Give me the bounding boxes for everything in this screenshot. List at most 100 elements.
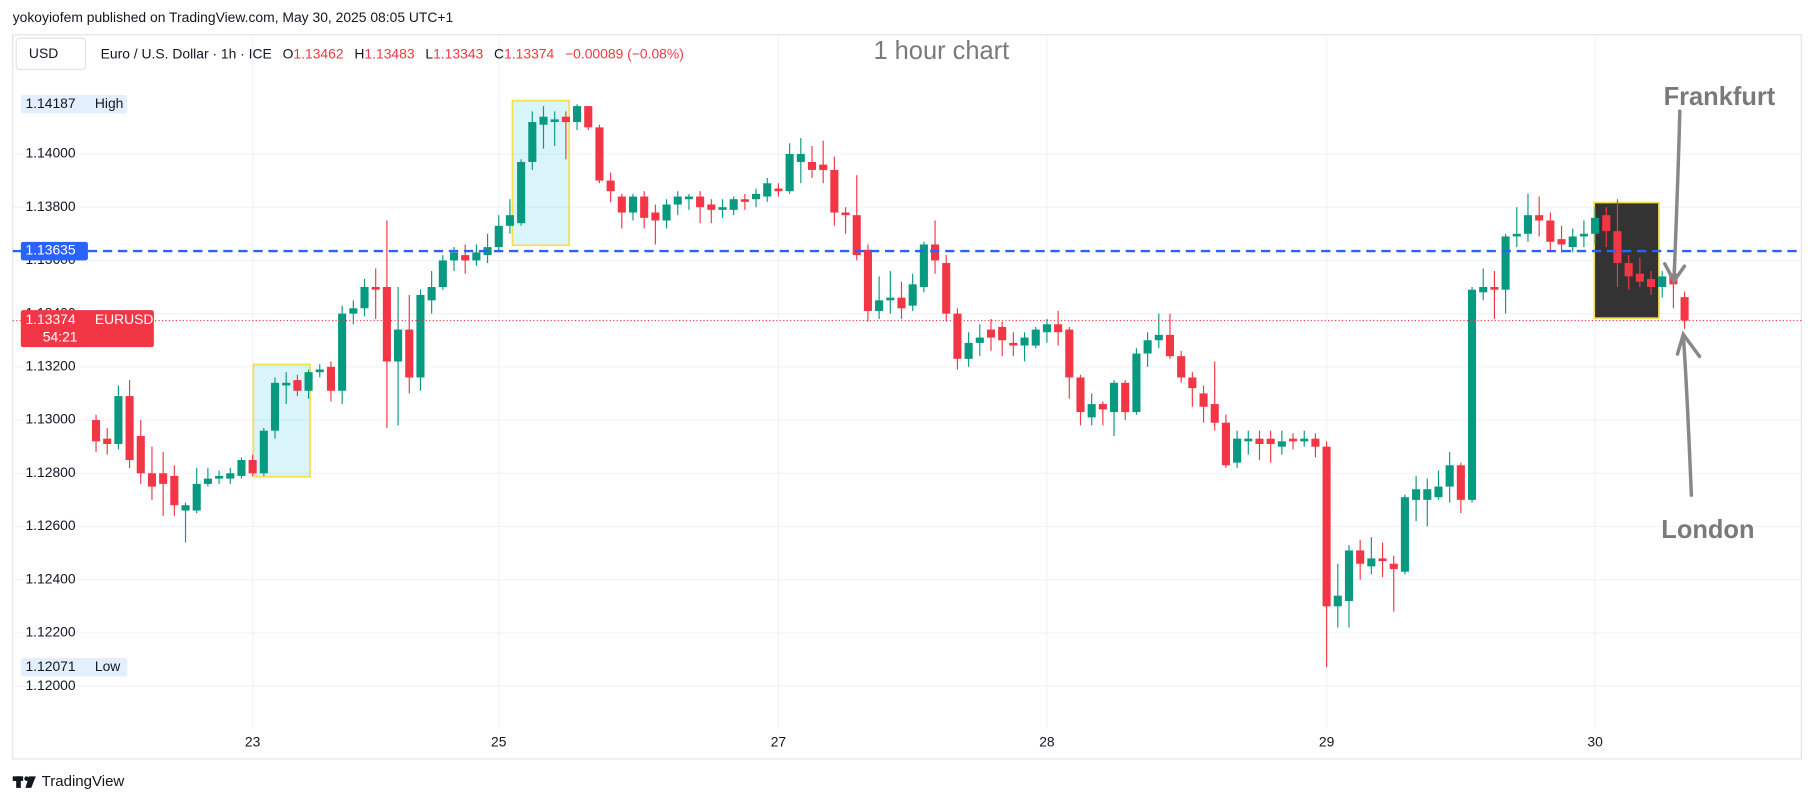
candle-body [226,473,235,479]
candle-body [1154,334,1163,341]
candle-body [752,193,761,200]
arrow-frankfurt [1663,109,1687,285]
candle-body [1412,489,1421,500]
ohlc-value: 1.13483 [364,45,414,61]
candle-body [1512,233,1521,237]
candle-body [1333,595,1342,607]
candle-body [919,244,928,288]
annotation-london: London [1661,516,1754,544]
candle-body [774,188,783,192]
candle-body [1591,217,1600,234]
candle-body [1188,377,1197,389]
candle-body [1579,233,1588,237]
candle-body [740,199,749,202]
candle-body [617,196,626,213]
candle-body [640,196,649,218]
y-tick-label: 1.12800 [25,464,75,480]
y-tick-label: 1.12000 [25,677,75,693]
candle-body [707,204,716,210]
logo-part [16,776,21,788]
candle-body [1658,276,1667,288]
ohlc-label: O [283,45,294,61]
candle-body [964,342,973,359]
candle-body [1322,446,1331,607]
y-tick-label: 1.12600 [25,517,75,533]
candle-body [1277,441,1286,447]
candle-body [293,380,302,391]
candle-body [181,505,190,511]
candle-body [852,215,861,256]
candle-body [796,153,805,162]
candle-body [203,478,212,484]
candle-body [1098,404,1107,410]
candle-body [1568,236,1577,248]
candle-body [1009,342,1018,346]
currency: USD [29,45,58,61]
candle-body [1400,497,1409,572]
candle-body [259,430,268,474]
candle-body [1311,438,1320,447]
candle-body [1490,287,1499,290]
x-tick-label: 25 [491,733,507,749]
candle-body [1624,263,1633,277]
candle-body [360,287,369,309]
candle-body [595,127,604,181]
arrow-london [1675,330,1702,497]
candle-body [147,473,157,487]
ohlc-label: C [494,45,504,61]
candle-body [1042,324,1051,333]
y-tick-label: 1.13800 [25,198,75,214]
candle-body [1121,382,1130,413]
candle-body [1020,337,1029,346]
candle-body [472,252,481,261]
candle-body [438,260,447,288]
candle-body [1602,215,1611,232]
candle-body [382,287,391,362]
candle-body [371,287,380,290]
candle-body [908,284,917,306]
currency-button[interactable] [15,37,87,71]
ohlc-label: H [354,45,364,61]
candle-body [1467,289,1477,500]
y-tick-label: 1.12400 [25,570,75,586]
candle-body [863,249,872,311]
candle-body [1646,279,1656,288]
candle-body [1344,550,1354,601]
x-tick-label: 30 [1587,733,1603,749]
candle-body [1031,329,1040,346]
candle-body [897,297,906,309]
candle-body [830,169,839,213]
candle-body [1255,438,1264,444]
candle-body [1523,215,1533,234]
author-line: yokoyiofem published on TradingView.com,… [13,9,454,25]
candle-body [349,308,358,314]
candle-body [819,164,828,170]
high-marker-tag [20,94,128,114]
candle-body [998,326,1007,341]
candle-body [528,122,537,162]
candle-body [718,207,727,210]
candle-body [1423,489,1432,500]
candle-body [1143,340,1152,354]
candle-body [1501,236,1510,290]
candle-body [282,382,291,386]
candle-body [248,459,257,474]
candle-body [1199,393,1208,407]
candle-body [427,287,436,301]
candle-body [1535,215,1544,221]
candle-body [953,313,962,359]
candle-body [91,420,101,442]
candle-body [651,212,660,221]
candle-body [875,300,884,311]
candle-body [215,475,224,479]
candles [91,104,1689,668]
high-marker-value: 1.14187 [25,95,75,111]
annotation-frankfurt: Frankfurt [1664,83,1776,111]
candle-body [573,106,582,123]
candle-body [270,382,280,431]
candle-body [1132,353,1141,413]
current-symbol: EURUSD [95,311,154,327]
grid: 1.12000 1.12200 1.12400 1.12600 1.12800 1.130… [12,34,1802,749]
ohlc-label: L [425,45,433,61]
